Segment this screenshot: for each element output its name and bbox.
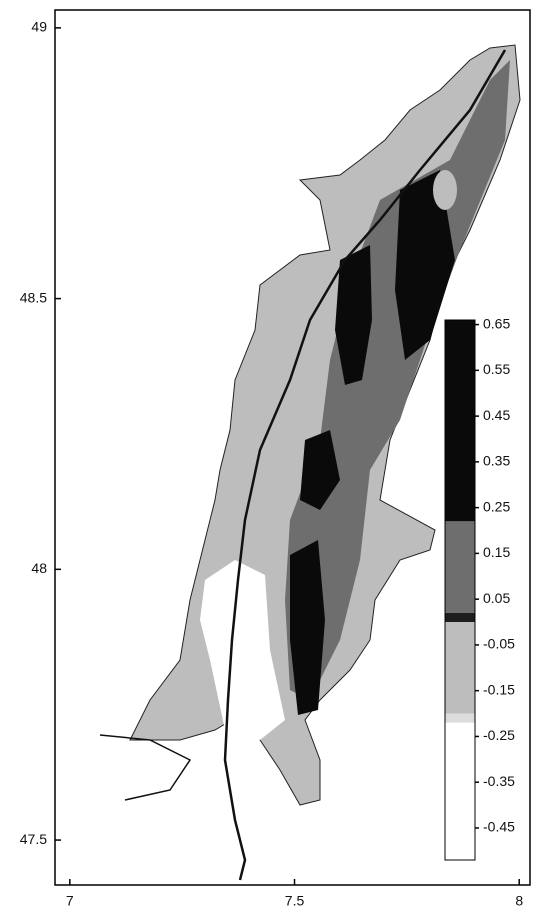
colorbar-tick-label: 0.05 xyxy=(483,590,510,606)
x-tick-label: 8 xyxy=(515,893,523,909)
colorbar-tick-label: 0.25 xyxy=(483,498,510,514)
low-zone xyxy=(200,560,285,740)
high-zone xyxy=(300,430,340,510)
map-region xyxy=(99,44,521,881)
high-zone xyxy=(335,245,372,385)
colorbar-band xyxy=(445,713,475,723)
x-tick-label: 7.5 xyxy=(285,893,305,909)
colorbar-band xyxy=(445,622,475,714)
y-tick-label: 49 xyxy=(31,19,47,35)
y-tick-label: 48 xyxy=(31,560,47,576)
colorbar-tick-label: -0.35 xyxy=(483,773,515,789)
colorbar-tick-label: 0.35 xyxy=(483,453,510,469)
colorbar-tick-label: 0.15 xyxy=(483,544,510,560)
plot-frame xyxy=(54,9,531,886)
colorbar-tick-label: 0.45 xyxy=(483,407,510,423)
colorbar-band xyxy=(445,521,475,613)
high-zone xyxy=(290,540,325,715)
colorbar-tick-label: -0.05 xyxy=(483,636,515,652)
colorbar-tick-label: -0.15 xyxy=(483,681,515,697)
x-tick-label: 7 xyxy=(66,893,74,909)
y-tick-label: 47.5 xyxy=(20,831,47,847)
colorbar-band xyxy=(445,612,475,623)
mid-zone xyxy=(285,60,510,700)
colorbar-frame xyxy=(444,319,476,861)
high-zone xyxy=(395,170,455,360)
colorbar-tick-label: -0.45 xyxy=(483,819,515,835)
colorbar-tick-label: -0.25 xyxy=(483,727,515,743)
mid-island xyxy=(433,170,457,210)
colorbar-tick-label: 0.55 xyxy=(483,361,510,377)
colorbar-tick-label: 0.65 xyxy=(483,315,510,331)
colorbar-band xyxy=(445,722,475,860)
colorbar-band xyxy=(445,320,475,522)
coastline xyxy=(99,734,192,801)
y-tick-label: 48.5 xyxy=(20,289,47,305)
river xyxy=(223,49,507,881)
